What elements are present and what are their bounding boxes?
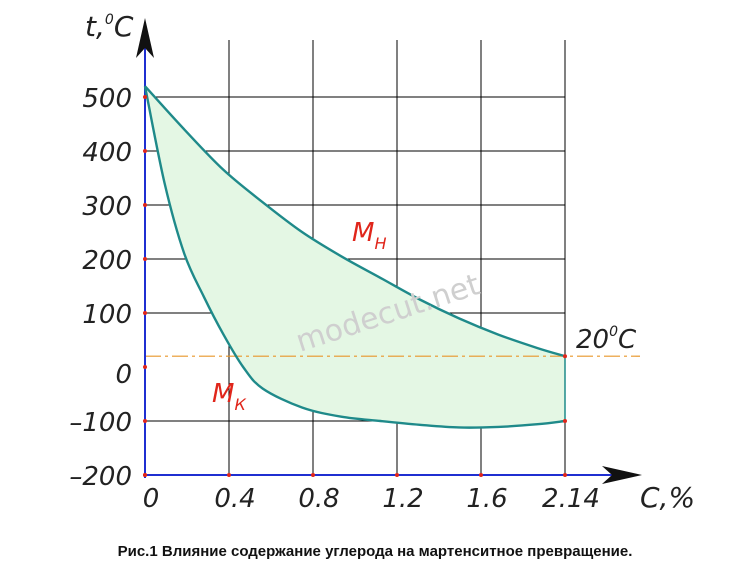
curve-mn bbox=[144, 85, 566, 358]
y-tick-label: –100 bbox=[69, 408, 132, 438]
y-axis-label: t,0C bbox=[85, 10, 134, 43]
reference-line-label: 200C bbox=[576, 324, 637, 355]
x-tick-label: 1.6 bbox=[466, 484, 507, 514]
y-axis-tick-marker bbox=[143, 365, 147, 369]
curve-label-mk: MК bbox=[212, 379, 246, 414]
x-axis-label: C,% bbox=[640, 481, 695, 514]
x-axis-tick-marker bbox=[227, 473, 231, 477]
x-tick-label: 0.8 bbox=[298, 484, 339, 514]
y-axis-arrow bbox=[136, 18, 154, 58]
x-axis-tick-marker bbox=[563, 473, 567, 477]
figure-caption: Рис.1 Влияние содержание углерода на мар… bbox=[117, 543, 633, 560]
y-axis-tick-marker bbox=[143, 473, 147, 477]
curve-label-mn: MН bbox=[352, 218, 386, 253]
y-tick-label: 400 bbox=[82, 138, 132, 168]
y-axis-tick-marker bbox=[143, 419, 147, 423]
grid bbox=[145, 40, 566, 475]
y-axis-tick-marker bbox=[143, 311, 147, 315]
x-axis-tick-marker bbox=[479, 473, 483, 477]
y-axis-tick-marker bbox=[143, 257, 147, 261]
y-tick-label: 200 bbox=[82, 246, 132, 276]
x-tick-label: 1.2 bbox=[382, 484, 423, 514]
curve-mk bbox=[143, 85, 566, 429]
y-tick-label: 0 bbox=[115, 360, 132, 390]
chart: 200C 500 400 300 200 100 0 –100 –200 0 0.4 0.8 1.2 1… bbox=[69, 10, 695, 514]
y-axis-tick-marker bbox=[143, 149, 147, 153]
fill-between-area bbox=[145, 86, 565, 428]
x-axis-arrow bbox=[602, 466, 642, 484]
x-tick-label: 2.14 bbox=[542, 484, 600, 514]
y-axis-tick-marker bbox=[143, 203, 147, 207]
y-tick-label: 100 bbox=[82, 300, 132, 330]
x-axis-tick-marker bbox=[311, 473, 315, 477]
y-tick-label: –200 bbox=[69, 462, 132, 492]
x-axis-tick-marker bbox=[395, 473, 399, 477]
curve-end-marker bbox=[563, 354, 567, 359]
axes bbox=[136, 18, 642, 484]
y-tick-label: 300 bbox=[82, 192, 132, 222]
x-tick-label: 0.4 bbox=[214, 484, 255, 514]
tick-labels: 500 400 300 200 100 0 –100 –200 0 0.4 0.8 1.2 1.6 2.1… bbox=[69, 84, 600, 514]
curves bbox=[143, 85, 567, 477]
axis-labels: t,0C C,% MН MК bbox=[85, 10, 695, 514]
curve-end-marker bbox=[563, 419, 567, 423]
y-axis-tick-marker bbox=[143, 95, 147, 99]
x-tick-label: 0 bbox=[143, 484, 160, 514]
reference-line-group: 200C bbox=[145, 324, 640, 357]
y-tick-label: 500 bbox=[82, 84, 132, 114]
